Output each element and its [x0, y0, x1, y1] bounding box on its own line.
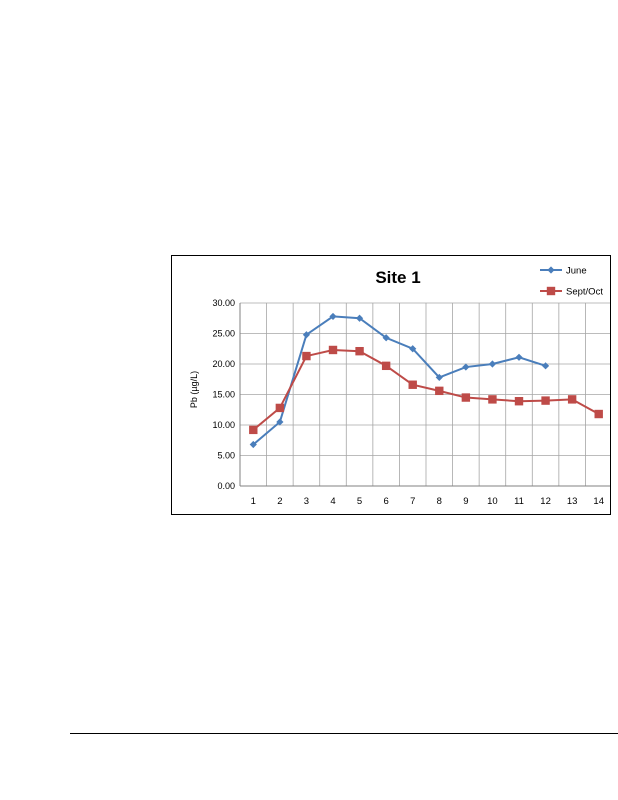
y-tick-label: 30.00	[212, 298, 235, 308]
x-tick-label: 4	[330, 496, 335, 507]
data-point-diamond	[435, 373, 443, 382]
data-point-diamond	[515, 353, 523, 361]
data-point-diamond	[329, 312, 337, 321]
x-tick-label: 8	[437, 496, 442, 507]
legend-item: June	[540, 266, 587, 277]
x-tick-label: 12	[540, 496, 551, 507]
x-tick-label: 11	[514, 496, 524, 507]
data-point-diamond	[488, 360, 497, 368]
data-point-square	[302, 351, 311, 361]
y-tick-label: 15.00	[212, 390, 235, 400]
y-tick-label: 25.00	[212, 329, 235, 339]
x-tick-label: 3	[304, 496, 309, 507]
x-tick-label: 9	[463, 496, 468, 507]
legend-label: June	[566, 266, 587, 277]
data-point-square	[249, 425, 258, 435]
legend: June Sept/Oct	[540, 266, 603, 298]
data-point-square	[461, 393, 471, 402]
data-point-square	[567, 395, 577, 404]
data-point-square	[541, 396, 550, 405]
legend-item: Sept/Oct	[540, 287, 603, 298]
x-tick-label: 1	[251, 496, 256, 507]
x-tick-label: 2	[277, 496, 282, 507]
x-tick-label: 7	[410, 496, 415, 507]
x-tick-label: 10	[487, 496, 498, 507]
series-line	[252, 348, 600, 431]
data-point-square	[488, 395, 497, 404]
series-sept-oct	[249, 345, 603, 435]
data-point-square	[381, 361, 391, 371]
y-tick-label: 20.00	[212, 359, 235, 369]
x-tick-label: 13	[567, 496, 578, 507]
y-tick-label: 5.00	[217, 451, 235, 461]
y-axis-label: Pb (µg/L)	[189, 371, 199, 408]
data-point-square	[435, 386, 444, 396]
data-point-square	[355, 346, 364, 356]
chart-title: Site 1	[375, 268, 420, 287]
data-point-square	[594, 409, 603, 419]
data-point-square	[275, 403, 285, 413]
data-point-diamond	[541, 362, 550, 370]
data-point-diamond	[355, 314, 364, 322]
legend-marker	[547, 266, 555, 274]
y-tick-label: 0.00	[217, 481, 235, 491]
data-point-square	[408, 380, 417, 389]
y-tick-label: 10.00	[212, 420, 235, 430]
data-point-diamond	[409, 345, 417, 353]
legend-marker	[546, 286, 556, 296]
legend-label: Sept/Oct	[566, 287, 603, 298]
data-point-diamond	[462, 363, 470, 371]
data-point-square	[514, 397, 524, 406]
footer-rule	[70, 733, 618, 734]
x-tick-label: 6	[383, 496, 388, 507]
series-line	[252, 315, 546, 446]
data-point-square	[328, 345, 338, 355]
x-tick-label: 5	[357, 496, 362, 507]
x-tick-label: 14	[593, 496, 604, 507]
chart-frame: 0.00 5.00 10.00 15.00 20.00 25.00 30.00 1 2 3 4 5 6 7…	[171, 255, 611, 515]
